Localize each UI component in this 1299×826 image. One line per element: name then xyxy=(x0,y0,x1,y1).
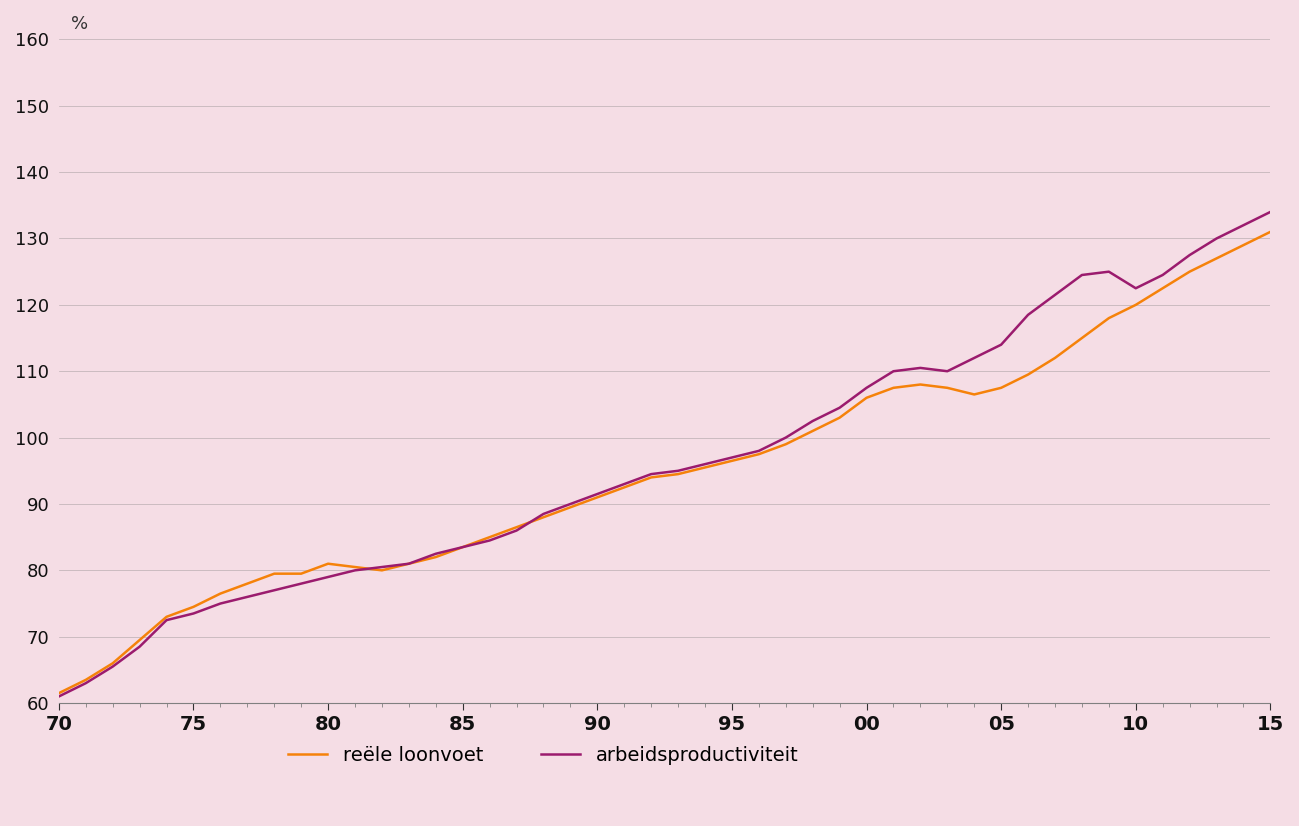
arbeidsproductiviteit xyxy=(158,615,174,625)
Line: reële loonvoet: reële loonvoet xyxy=(58,232,1270,693)
Legend: reële loonvoet, arbeidsproductiviteit: reële loonvoet, arbeidsproductiviteit xyxy=(281,738,807,773)
reële loonvoet xyxy=(158,612,174,622)
reële loonvoet xyxy=(751,449,766,459)
reële loonvoet xyxy=(1020,369,1035,379)
arbeidsproductiviteit xyxy=(239,592,255,602)
reële loonvoet xyxy=(966,390,982,400)
reële loonvoet xyxy=(78,675,94,685)
arbeidsproductiviteit xyxy=(1182,250,1198,260)
reële loonvoet xyxy=(266,569,282,579)
Text: %: % xyxy=(71,15,88,33)
arbeidsproductiviteit xyxy=(859,383,874,393)
reële loonvoet xyxy=(239,579,255,589)
arbeidsproductiviteit xyxy=(509,525,525,535)
arbeidsproductiviteit xyxy=(186,609,201,619)
reële loonvoet xyxy=(724,456,739,466)
arbeidsproductiviteit xyxy=(617,479,633,489)
reële loonvoet xyxy=(105,658,121,668)
arbeidsproductiviteit xyxy=(831,403,847,413)
arbeidsproductiviteit xyxy=(1263,207,1278,217)
reële loonvoet xyxy=(1074,333,1090,343)
reële loonvoet xyxy=(562,502,578,512)
reële loonvoet xyxy=(213,589,229,599)
reële loonvoet xyxy=(805,426,821,436)
reële loonvoet xyxy=(698,463,713,472)
arbeidsproductiviteit xyxy=(213,599,229,609)
arbeidsproductiviteit xyxy=(78,678,94,688)
reële loonvoet xyxy=(1047,353,1063,363)
arbeidsproductiviteit xyxy=(1047,290,1063,300)
reële loonvoet xyxy=(939,383,955,393)
reële loonvoet xyxy=(131,635,147,645)
reële loonvoet xyxy=(51,688,66,698)
reële loonvoet xyxy=(617,482,633,492)
arbeidsproductiviteit xyxy=(1209,234,1225,244)
reële loonvoet xyxy=(1263,227,1278,237)
arbeidsproductiviteit xyxy=(1020,310,1035,320)
arbeidsproductiviteit xyxy=(886,366,902,376)
arbeidsproductiviteit xyxy=(266,586,282,596)
arbeidsproductiviteit xyxy=(643,469,659,479)
arbeidsproductiviteit xyxy=(670,466,686,476)
reële loonvoet xyxy=(831,413,847,423)
reële loonvoet xyxy=(509,522,525,532)
arbeidsproductiviteit xyxy=(562,499,578,509)
reële loonvoet xyxy=(994,383,1009,393)
arbeidsproductiviteit xyxy=(1128,283,1143,293)
reële loonvoet xyxy=(1128,300,1143,310)
reële loonvoet xyxy=(321,558,336,568)
arbeidsproductiviteit xyxy=(374,562,390,572)
arbeidsproductiviteit xyxy=(590,489,605,499)
arbeidsproductiviteit xyxy=(698,459,713,469)
reële loonvoet xyxy=(1155,283,1170,293)
reële loonvoet xyxy=(374,565,390,575)
arbeidsproductiviteit xyxy=(724,453,739,463)
reële loonvoet xyxy=(347,562,362,572)
reële loonvoet xyxy=(1182,267,1198,277)
arbeidsproductiviteit xyxy=(321,572,336,582)
arbeidsproductiviteit xyxy=(994,339,1009,349)
arbeidsproductiviteit xyxy=(51,691,66,701)
reële loonvoet xyxy=(186,602,201,612)
arbeidsproductiviteit xyxy=(805,416,821,426)
reële loonvoet xyxy=(1102,313,1117,323)
reële loonvoet xyxy=(859,393,874,403)
arbeidsproductiviteit xyxy=(347,565,362,575)
arbeidsproductiviteit xyxy=(913,363,929,373)
reële loonvoet xyxy=(401,558,417,568)
reële loonvoet xyxy=(643,472,659,482)
arbeidsproductiviteit xyxy=(401,558,417,568)
arbeidsproductiviteit xyxy=(1155,270,1170,280)
arbeidsproductiviteit xyxy=(1102,267,1117,277)
arbeidsproductiviteit xyxy=(455,542,470,552)
reële loonvoet xyxy=(535,512,551,522)
arbeidsproductiviteit xyxy=(1235,221,1251,230)
arbeidsproductiviteit xyxy=(427,548,443,558)
arbeidsproductiviteit xyxy=(778,433,794,443)
arbeidsproductiviteit xyxy=(1074,270,1090,280)
reële loonvoet xyxy=(670,469,686,479)
reële loonvoet xyxy=(886,383,902,393)
arbeidsproductiviteit xyxy=(105,662,121,672)
arbeidsproductiviteit xyxy=(966,353,982,363)
arbeidsproductiviteit xyxy=(939,366,955,376)
reële loonvoet xyxy=(294,569,309,579)
reële loonvoet xyxy=(455,542,470,552)
reële loonvoet xyxy=(427,552,443,562)
reële loonvoet xyxy=(1235,240,1251,250)
reële loonvoet xyxy=(590,492,605,502)
reële loonvoet xyxy=(1209,254,1225,263)
reële loonvoet xyxy=(913,380,929,390)
arbeidsproductiviteit xyxy=(294,579,309,589)
Line: arbeidsproductiviteit: arbeidsproductiviteit xyxy=(58,212,1270,696)
reële loonvoet xyxy=(482,532,498,542)
arbeidsproductiviteit xyxy=(482,535,498,545)
reële loonvoet xyxy=(778,439,794,449)
arbeidsproductiviteit xyxy=(751,446,766,456)
arbeidsproductiviteit xyxy=(131,642,147,652)
arbeidsproductiviteit xyxy=(535,509,551,519)
